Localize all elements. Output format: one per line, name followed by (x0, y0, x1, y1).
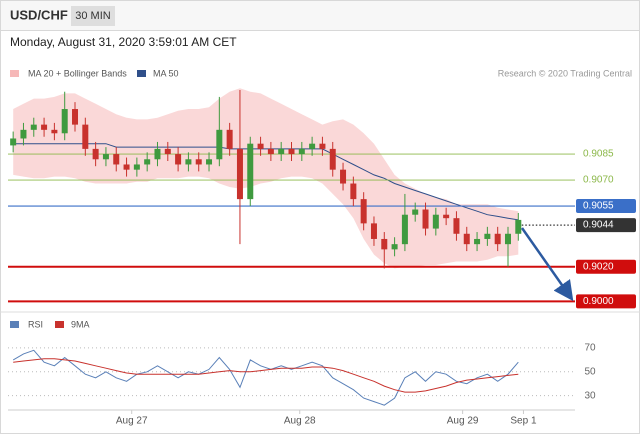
legend-label: 9MA (71, 319, 90, 329)
candle-body (133, 164, 140, 170)
candle-body (20, 129, 27, 139)
level-tag (576, 218, 636, 233)
candle-body (113, 154, 120, 165)
candle-body (309, 143, 316, 149)
forecast-arrow (520, 227, 574, 302)
candle-body (288, 148, 295, 155)
candle-body (236, 148, 243, 200)
x-tick-label: Aug 28 (284, 416, 316, 427)
candle-body (61, 109, 68, 134)
y-tick-label: 70 (584, 343, 596, 354)
timeframe-box (71, 6, 115, 26)
candle-body (144, 159, 151, 165)
candle-body (82, 124, 89, 149)
bollinger-band (13, 88, 519, 269)
candle-body (216, 129, 223, 160)
x-tick-label: Aug 29 (447, 416, 479, 427)
candle-body (102, 154, 109, 160)
level-label: 0.9020 (583, 261, 614, 272)
legend-swatch (10, 70, 19, 77)
candle-body (123, 164, 130, 170)
credit: Research © 2020 Trading Central (498, 68, 632, 78)
x-tick-label: Aug 27 (116, 416, 148, 427)
legend-swatch (10, 321, 19, 328)
candle-body (515, 219, 522, 234)
candle-body (340, 169, 347, 184)
indicator-line (12, 349, 519, 406)
candle-body (72, 109, 79, 125)
candle-body (474, 238, 481, 245)
candle-body (195, 159, 202, 165)
timeframe: 30 MIN (75, 10, 111, 22)
candle-body (185, 159, 192, 165)
y-tick-label: 50 (584, 366, 596, 377)
candle-body (175, 154, 182, 165)
level-label: 0.9055 (583, 201, 614, 212)
ma50-line (13, 143, 519, 221)
x-tick-label: Sep 1 (510, 416, 537, 427)
candle-body (463, 233, 470, 245)
candle-body (319, 143, 326, 149)
candle-body (30, 124, 37, 130)
candle-body (247, 143, 254, 200)
candle-body (329, 148, 336, 170)
candle-body (257, 143, 264, 149)
candle-body (494, 233, 501, 245)
candle-body (51, 129, 58, 134)
indicator-line (13, 358, 519, 393)
candle-body (370, 223, 377, 239)
candle-body (41, 124, 48, 130)
candle-body (350, 183, 357, 200)
candle-body (360, 199, 367, 224)
legend-label: MA 50 (153, 68, 179, 78)
legend-label: RSI (28, 319, 43, 329)
level-label: 0.9044 (583, 220, 614, 231)
legend-swatch (137, 70, 146, 77)
candle-body (432, 214, 439, 229)
candle-body (391, 244, 398, 250)
symbol: USD/CHF (10, 7, 68, 22)
candle-body (92, 148, 99, 160)
level-tag (576, 259, 636, 274)
candle-body (453, 218, 460, 234)
candle-body (381, 238, 388, 250)
level-tag (576, 294, 636, 309)
timestamp: Monday, August 31, 2020 3:59:01 AM CET (10, 35, 237, 49)
candle-body (422, 209, 429, 229)
candle-body (504, 233, 511, 245)
candle-body (226, 129, 233, 149)
level-label: 0.9085 (583, 149, 614, 160)
candle-body (443, 214, 450, 219)
candle-body (10, 138, 17, 146)
candle-body (164, 148, 171, 155)
plot-layer: 0.9085 0.9070 0.9055 0.9044 0.9020 0.9000 30 50… (8, 88, 636, 427)
candle-body (298, 148, 305, 155)
level-label: 0.9000 (583, 296, 614, 307)
candle-body (401, 214, 408, 245)
candle-body (206, 159, 213, 165)
candle-body (278, 148, 285, 155)
legend-swatch (55, 321, 64, 328)
candle-body (154, 148, 161, 160)
candle-body (412, 209, 419, 215)
level-label: 0.9070 (583, 175, 614, 186)
candle-body (267, 148, 274, 155)
legend-label: MA 20 + Bollinger Bands (28, 68, 127, 78)
level-tag (576, 199, 636, 214)
y-tick-label: 30 (584, 390, 596, 401)
candle-body (484, 233, 491, 239)
